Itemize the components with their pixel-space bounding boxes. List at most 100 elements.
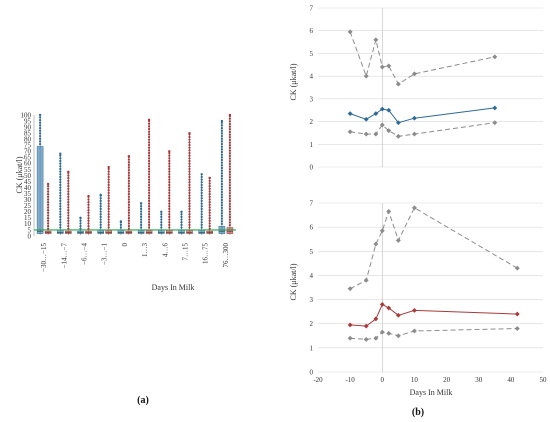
panel-b-bottom-x-tick-label: 40: [507, 376, 515, 384]
panel-b-top-y-tick-label: 7: [310, 5, 314, 13]
panel-a-y-tick-label: 65: [24, 154, 32, 162]
panel-a-y-tick-label: 70: [24, 148, 32, 156]
panel-b-top-y-tick-label: 6: [310, 27, 314, 35]
panel-b-top-point-1: [373, 111, 379, 117]
panel-b-top-point-0: [492, 54, 498, 60]
panel-b-bottom-point-2: [514, 326, 520, 332]
panel-b-bottom-point-1: [395, 312, 401, 318]
panel-b-bottom-x-axis-title: Days In Milk: [410, 388, 453, 397]
panel-a-y-tick-label: 95: [24, 117, 32, 125]
panel-b-bottom-point-2: [395, 333, 401, 339]
panel-a-x-tick-label: 76…300: [222, 243, 230, 268]
panel-a-chart: 0510152025303540455055606570758085909510…: [15, 111, 236, 406]
panel-b-bottom-y-tick-label: 6: [310, 224, 314, 232]
panel-a-x-ticks: −30…−15 −14…−7 −6…−4 −3…−1 0 1…3 4…6 7…15 16…75 7…: [40, 243, 230, 272]
panel-b-bottom-x-tick-label: -20: [313, 376, 323, 384]
panel-b-top-point-1: [411, 115, 417, 121]
panel-b-bottom-series-line-0: [349, 207, 518, 290]
panel-a-y-tick-label: 40: [24, 184, 32, 192]
panel-b-top-axes: 0 1 2 3 4 5 6 7: [310, 5, 543, 172]
panel-a-y-ticks: 0510152025303540455055606570758085909510…: [21, 111, 32, 240]
panel-b-bottom-point-0: [379, 228, 385, 234]
panel-a-x-tick-label: 0: [121, 243, 129, 247]
panel-b-top-point-0: [373, 37, 379, 43]
panel-a-x-tick-label: −30…−15: [40, 243, 48, 272]
panel-a-y-tick-label: 80: [24, 136, 32, 144]
panel-b-top-point-1: [386, 107, 392, 113]
panel-b-bottom-point-1: [379, 301, 385, 307]
panel-b-bottom-x-tick-label: -10: [345, 376, 355, 384]
panel-b-bottom-point-0: [386, 208, 392, 214]
panel-b-bottom-point-2: [373, 335, 379, 341]
panel-b-bottom-point-2: [347, 335, 353, 341]
panel-b-bottom-point-0: [514, 265, 520, 271]
panel-a-y-tick-label: 15: [24, 214, 32, 222]
panel-a-y-tick-label: 35: [24, 190, 32, 198]
panel-a-y-tick-label: 85: [24, 129, 32, 137]
panel-b-top-point-1: [347, 111, 353, 117]
panel-b-bottom-y-axis-title: CK (μkat/l): [289, 263, 298, 300]
panel-b-top-series-line-0: [349, 31, 495, 85]
panel-b-bottom-point-1: [347, 322, 353, 328]
panel-b-bottom-point-0: [395, 237, 401, 243]
panel-a-y-tick-label: 50: [24, 172, 32, 180]
panel-b-bottom-x-tick-label: 0: [381, 376, 385, 384]
panel-b-top-point-2: [363, 131, 369, 137]
panel-b-bottom-marks: [347, 205, 520, 342]
panel-a-y-tick-label: 45: [24, 178, 32, 186]
panel-b-bottom-point-2: [411, 328, 417, 334]
panel-a-y-tick-label: 75: [24, 142, 32, 150]
panel-b-top-series-line-1: [349, 107, 495, 124]
panel-b-top-marks: [347, 29, 498, 139]
panel-b-top-chart: 0 1 2 3 4 5 6 7 CK (μkat/l): [289, 5, 543, 172]
panel-a-x-tick-label: −14…−7: [60, 243, 68, 269]
panel-b-bottom-point-2: [386, 330, 392, 336]
panel-b-bottom-point-1: [386, 305, 392, 311]
panel-a-y-tick-label: 30: [24, 196, 32, 204]
panel-a-box-0: [36, 146, 44, 234]
panel-b-bottom-point-0: [347, 286, 353, 292]
panel-b-bottom-point-1: [363, 323, 369, 329]
panel-b-label: (b): [412, 407, 424, 418]
panel-a-y-tick-label: 60: [24, 160, 32, 168]
panel-b-bottom-y-tick-label: 4: [310, 272, 314, 280]
panel-b-bottom-y-tick-label: 1: [310, 344, 314, 352]
panel-b-bottom-chart: 0 1 2 3 4 5 6 7 -20 -10 0 10 20 30 40 50 CK (μkat/l) Da…: [289, 200, 547, 419]
panel-a-y-tick-label: 55: [24, 166, 32, 174]
panel-b-bottom-y-tick-label: 0: [310, 369, 314, 377]
panel-a-box-1: [226, 227, 234, 234]
panel-a-y-tick-label: 90: [24, 123, 32, 131]
panel-a-y-tick-label: 25: [24, 202, 32, 210]
panel-a-y-tick-label: 100: [21, 111, 32, 119]
panel-a-y-tick-label: 5: [28, 226, 32, 234]
panel-b-top-point-2: [492, 120, 498, 126]
panel-a-x-tick-label: −3…−1: [101, 243, 109, 265]
panel-b-top-point-0: [386, 63, 392, 69]
panel-b-top-point-2: [373, 131, 379, 137]
panel-b-bottom-axes: 0 1 2 3 4 5 6 7 -20 -10 0 10 20 30 40 50: [310, 200, 548, 385]
panel-b-bottom-point-1: [514, 311, 520, 317]
panel-b-bottom-point-1: [411, 307, 417, 313]
panel-b-bottom-point-0: [411, 205, 417, 211]
panel-a-x-tick-label: −6…−4: [81, 243, 89, 265]
panel-b-top-point-0: [363, 73, 369, 79]
panel-a-y-axis-title: CK (μkat/l): [15, 156, 24, 193]
panel-a-x-tick-label: 1…3: [141, 243, 149, 258]
panel-b-bottom-point-2: [363, 336, 369, 342]
panel-b-top-point-0: [379, 64, 385, 70]
panel-a-y-tick-label: 10: [24, 220, 32, 228]
panel-a-x-tick-label: 16…75: [202, 243, 210, 265]
panel-b-top-point-2: [347, 129, 353, 135]
panel-b-top-point-1: [395, 120, 401, 126]
panel-b-bottom-x-tick-label: 50: [540, 376, 548, 384]
panel-b-top-point-0: [395, 81, 401, 87]
panel-b-bottom-x-tick-label: 20: [443, 376, 451, 384]
panel-b-top-point-1: [363, 116, 369, 122]
panel-b-top-y-tick-label: 1: [310, 141, 314, 149]
panel-b-bottom-y-tick-label: 7: [310, 200, 314, 208]
panel-b-bottom-point-1: [373, 316, 379, 322]
panel-a-x-tick-label: 7…15: [182, 243, 190, 261]
panel-b-top-series-line-2: [350, 122, 495, 137]
panel-b-top-point-2: [379, 122, 385, 128]
